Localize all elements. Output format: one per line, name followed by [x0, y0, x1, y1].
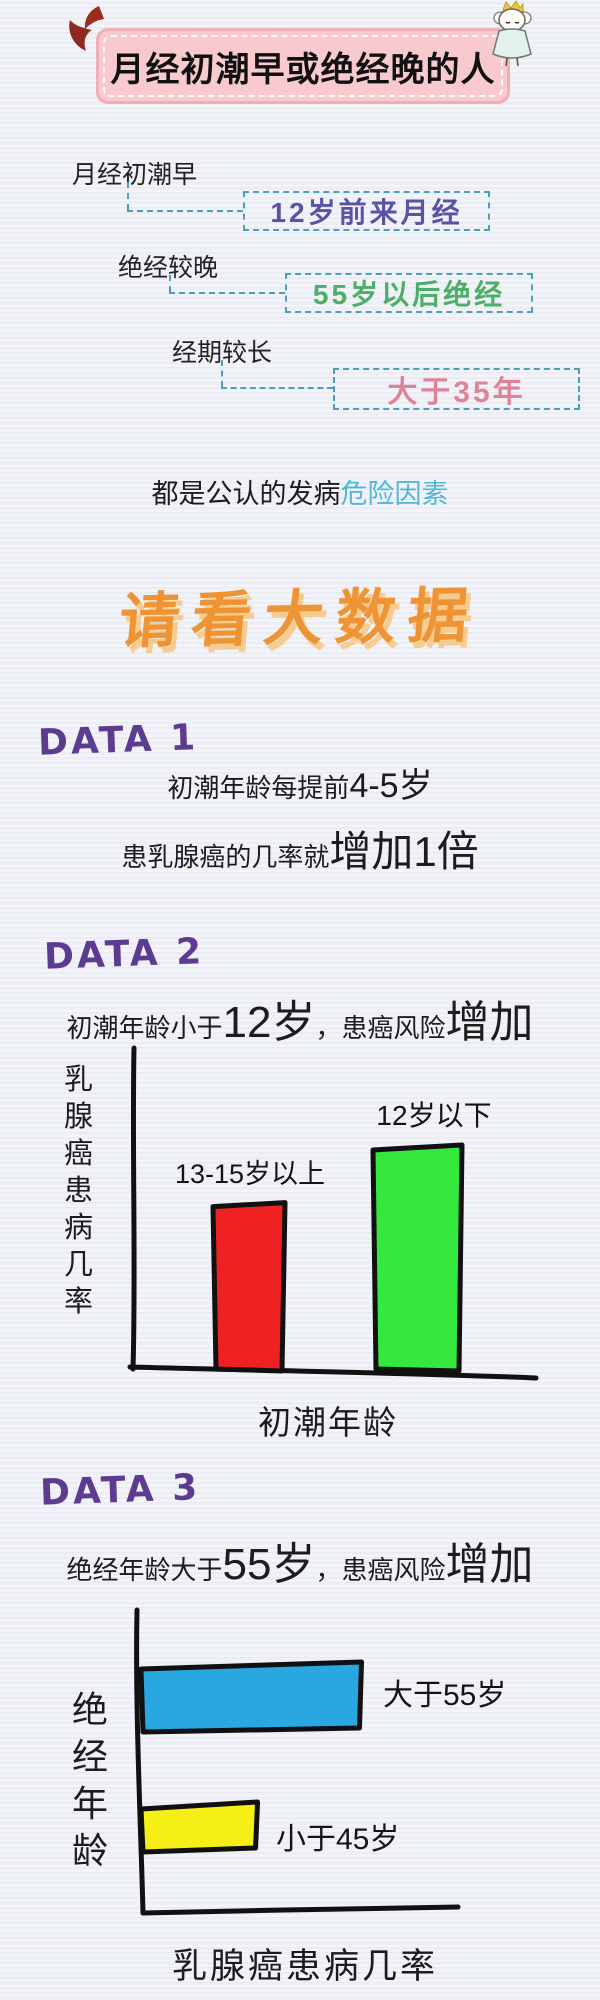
risk-value-box-2: 55岁以后绝经: [285, 273, 533, 313]
data3-normal2: ，患癌风险: [315, 1555, 446, 1585]
data1-line2-normal: 患乳腺癌的几率就: [121, 842, 330, 872]
connector-horizontal-3: [221, 387, 333, 389]
risk-value-2: 55岁以后绝经: [312, 279, 506, 310]
connector-horizontal-2: [169, 292, 285, 294]
data1-line1-big: 4-5岁: [349, 767, 433, 805]
data1-line1-normal: 初潮年龄每提前: [167, 773, 350, 803]
devil-horns-icon: [69, 6, 104, 51]
page-title: 月经初潮早或绝经晚的人: [110, 50, 496, 89]
data1-line2-big: 增加1倍: [329, 828, 479, 875]
connector-vertical-1: [127, 182, 129, 210]
chart2-bar-1: [138, 1659, 364, 1735]
risk-value-box-1: 12岁前来月经: [243, 191, 490, 231]
princess-icon: [492, 0, 532, 67]
data1-line2: 患乳腺癌的几率就增加1倍: [0, 818, 600, 879]
chart2-y-axis: [134, 1607, 146, 1916]
data3-heading: DATA 3: [39, 1467, 201, 1514]
risk-label-menopause-late: 绝经较晚: [118, 254, 219, 282]
connector-horizontal-1: [127, 210, 243, 212]
chart1-y-axis: [130, 1045, 137, 1372]
risk-value-box-3: 大于35年: [333, 368, 580, 410]
chart1-category-label-1: 13-15岁以上: [174, 1159, 326, 1189]
data2-line: 初潮年龄小于12岁，患癌风险增加: [0, 986, 600, 1050]
connector-vertical-2: [169, 275, 171, 292]
chart2-x-axis-label: 乳腺癌患病几率: [171, 1947, 438, 1986]
chart1-x-axis-label: 初潮年龄: [258, 1404, 398, 1441]
chart2-y-axis-label: 绝经年龄: [72, 1689, 109, 1871]
risk-label-menarche-early: 月经初潮早: [72, 161, 198, 189]
data3-normal1: 绝经年龄大于: [66, 1555, 223, 1585]
big-data-calligraphy-title: 请看大数据: [116, 581, 483, 656]
menarche-chart-svg: [127, 1045, 539, 1381]
data2-big2: 增加: [445, 998, 534, 1047]
data2-normal2: ，患癌风险: [315, 1013, 446, 1043]
chart1-y-axis-label: 乳腺癌患病几率: [64, 1064, 94, 1318]
chart1-category-label-2: 12岁以下: [376, 1100, 492, 1131]
chart1-bar-1: [210, 1200, 288, 1374]
data1-heading: DATA 1: [37, 717, 199, 764]
risk-value-3: 大于35年: [387, 376, 526, 409]
risk-value-1: 12岁前来月经: [270, 197, 463, 228]
data2-big1: 12岁: [222, 998, 316, 1047]
chart2-x-axis: [140, 1904, 461, 1916]
chart1-x-axis: [127, 1364, 539, 1381]
header-title-box: 月经初潮早或绝经晚的人: [96, 28, 510, 104]
chart1-bar-2: [370, 1142, 465, 1374]
data2-normal1: 初潮年龄小于: [66, 1013, 223, 1043]
consensus-normal-text: 都是公认的发病: [151, 479, 341, 509]
chart2-category-label-1: 大于55岁: [383, 1679, 507, 1712]
consensus-highlight: 危险因素: [340, 479, 449, 509]
consensus-line: 都是公认的发病危险因素: [0, 472, 600, 511]
chart2-category-label-2: 小于45岁: [276, 1823, 400, 1856]
data3-big1: 55岁: [222, 1540, 316, 1589]
data2-heading: DATA 2: [43, 931, 205, 978]
data3-line: 绝经年龄大于55岁，患癌风险增加: [0, 1528, 600, 1592]
connector-vertical-3: [221, 360, 223, 387]
menopause-chart-svg: [134, 1607, 461, 1916]
data1-line1: 初潮年龄每提前4-5岁: [0, 758, 600, 807]
chart2-bar-2: [138, 1799, 261, 1855]
data3-big2: 增加: [445, 1540, 534, 1589]
